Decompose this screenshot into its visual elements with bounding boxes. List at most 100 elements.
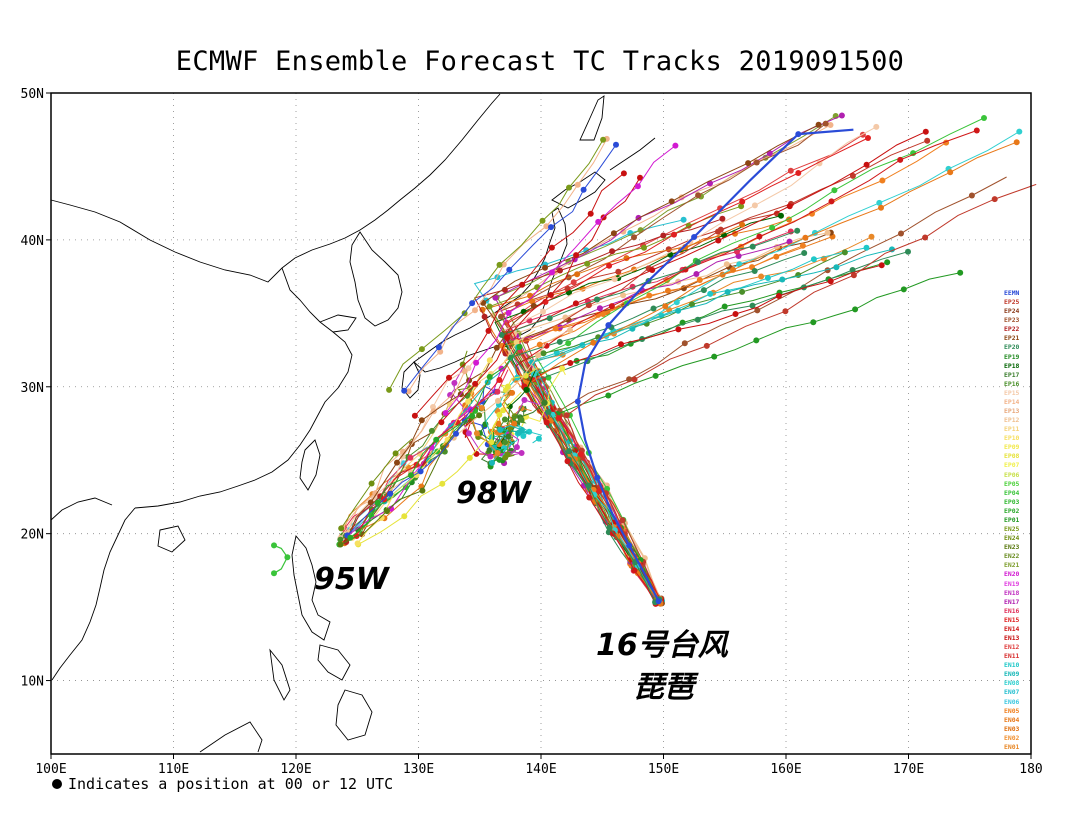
track-point [594,296,600,303]
track-point [809,210,815,217]
track-point [799,242,806,249]
track-point [620,170,627,177]
coastline-sakhalin [579,95,605,141]
track-point [852,306,859,313]
track-point [641,244,647,251]
track-point [479,405,485,411]
track-point [539,217,546,224]
track-point [405,388,412,395]
track-point [694,259,701,266]
coastlines [50,93,656,753]
track-point [850,272,857,279]
label-95w: 95W [314,562,389,597]
legend-entry: EP24 [1004,307,1020,316]
track-point [451,380,458,386]
track-line [488,205,742,599]
track-point [476,412,483,419]
coastline-japan-honshu [413,207,568,373]
coastline-japan-kyushu [401,361,421,399]
track-point [417,468,424,475]
track-point [374,499,381,506]
track-point [947,169,954,176]
track-line [492,124,831,601]
track-point [570,279,577,286]
track-point [407,454,414,461]
track-point [816,160,823,167]
track-point [738,203,745,210]
track-point [596,488,603,495]
position-dot-icon [52,779,62,789]
track-point [841,249,848,256]
legend-entry: EP07 [1004,461,1020,470]
track-point [546,315,553,322]
track-point [618,341,624,348]
track-point [719,215,726,222]
track-point [461,368,468,375]
track-point [446,401,453,407]
track-point [924,137,931,144]
legend-entry: EN15 [1004,615,1020,624]
track-point [973,127,980,134]
track-point [693,271,700,277]
legend-entry: EN03 [1004,724,1020,733]
track-point [810,319,817,326]
track-point [552,325,559,332]
track-line [576,128,854,602]
track-point [631,234,637,241]
track-point [878,262,885,269]
track-line [481,224,743,601]
track-line [500,123,827,600]
track-point [730,266,736,273]
track-point [567,360,574,366]
coastline-kurils [609,137,656,171]
track-point [564,458,571,465]
track-point [749,243,756,250]
legend-entry: EP02 [1004,506,1020,515]
track-point [518,450,525,456]
track-point [489,459,495,466]
track-point [703,342,710,349]
track-point [695,192,702,199]
track-point [386,386,393,393]
track-point [660,232,667,239]
track-point [516,343,523,350]
track-point [543,419,550,426]
track-point [620,228,627,235]
track-point [529,298,536,305]
track-point [566,448,572,455]
x-tick-label: 160E [770,762,801,777]
track-point [408,472,414,479]
axis-labels: 100E 110E 120E 130E 140E 150E 160E 170E 180 10N 20… [21,87,1043,777]
track-point [507,354,514,361]
track-point [520,433,527,439]
legend-entry: EN18 [1004,588,1020,597]
track-point [465,430,472,437]
track-point [876,199,883,206]
track-point [418,417,425,424]
track-point [438,419,445,426]
coastline-korea [349,231,403,327]
track-point [399,453,406,460]
track-point [922,128,929,135]
legend-entry: EN23 [1004,543,1020,552]
track-point [521,397,528,403]
track-point [494,388,501,395]
track-point [795,131,802,138]
track-line [357,359,491,544]
x-tick-label: 140E [525,762,556,777]
coastline-borneo [199,721,263,753]
track-point [486,357,493,364]
track-point [372,490,379,497]
legend-entry: EP03 [1004,497,1020,506]
legend-entry: EN01 [1004,742,1020,751]
legend-entry: EP20 [1004,343,1020,352]
track-point [580,186,587,193]
legend-entry: EP19 [1004,352,1020,361]
track-point [446,374,452,381]
track-point [505,433,512,440]
y-tick-label: 10N [21,675,44,690]
ensemble-tracks [271,112,1037,607]
lat-lon-grid [51,93,1031,754]
track-point [488,439,495,446]
track-point [497,426,504,433]
